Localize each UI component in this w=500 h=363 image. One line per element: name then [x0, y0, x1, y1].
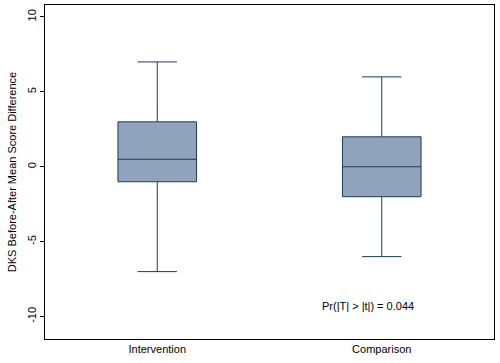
- svg-text:Intervention: Intervention: [129, 343, 186, 355]
- svg-text:5: 5: [26, 87, 38, 93]
- svg-text:-10: -10: [26, 307, 38, 323]
- svg-text:0: 0: [26, 162, 38, 168]
- svg-text:Pr(|T| > |t|) = 0.044: Pr(|T| > |t|) = 0.044: [322, 300, 414, 312]
- svg-text:Comparison: Comparison: [352, 343, 411, 355]
- svg-text:10: 10: [26, 9, 38, 21]
- svg-text:DKS Before-After Mean Score Di: DKS Before-After Mean Score Difference: [6, 72, 18, 272]
- svg-text:-5: -5: [26, 235, 38, 245]
